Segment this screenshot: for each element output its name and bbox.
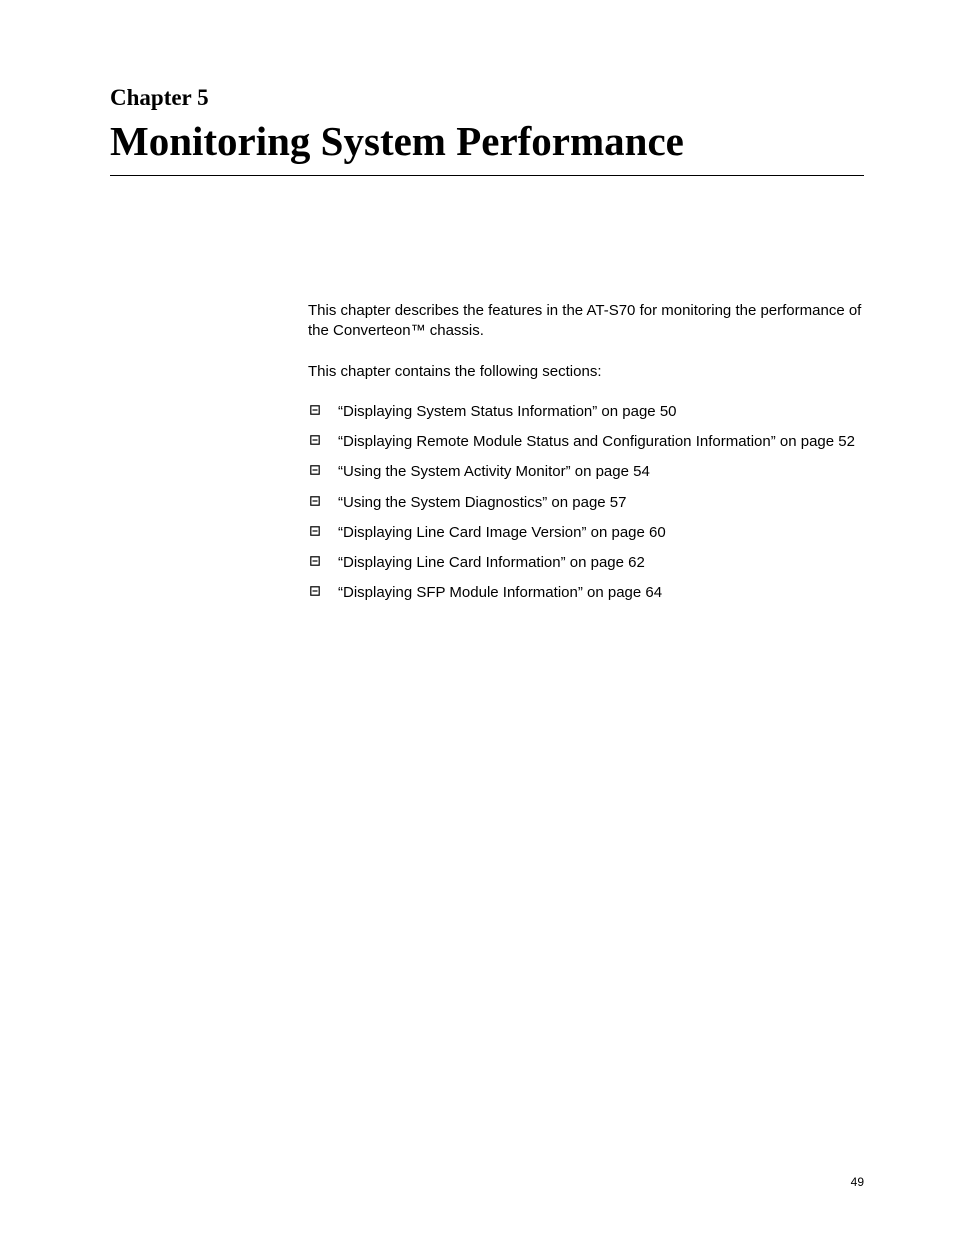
toc-item-text: “Displaying Line Card Information” on pa… [338, 554, 645, 571]
toc-item-text: “Using the System Activity Monitor” on p… [338, 463, 650, 480]
toc-item-text: “Displaying System Status Information” o… [338, 403, 677, 420]
toc-item: “Displaying System Status Information” o… [308, 402, 864, 422]
chapter-title: Monitoring System Performance [110, 117, 864, 165]
intro-paragraph-2: This chapter contains the following sect… [308, 362, 864, 382]
toc-list: “Displaying System Status Information” o… [308, 402, 864, 604]
square-bullet-icon [310, 556, 320, 566]
chapter-label: Chapter 5 [110, 85, 864, 111]
toc-item: “Displaying Line Card Image Version” on … [308, 523, 864, 543]
toc-item-text: “Displaying Line Card Image Version” on … [338, 524, 666, 541]
body-content: This chapter describes the features in t… [308, 301, 864, 604]
toc-item: “Using the System Diagnostics” on page 5… [308, 493, 864, 513]
toc-item-text: “Displaying Remote Module Status and Con… [338, 433, 855, 450]
square-bullet-icon [310, 465, 320, 475]
toc-item: “Displaying SFP Module Information” on p… [308, 583, 864, 603]
square-bullet-icon [310, 586, 320, 596]
intro-paragraph-1: This chapter describes the features in t… [308, 301, 864, 342]
square-bullet-icon [310, 435, 320, 445]
document-page: Chapter 5 Monitoring System Performance … [0, 0, 954, 1235]
toc-item: “Displaying Line Card Information” on pa… [308, 553, 864, 573]
square-bullet-icon [310, 496, 320, 506]
page-number: 49 [851, 1175, 864, 1189]
toc-item-text: “Displaying SFP Module Information” on p… [338, 584, 662, 601]
square-bullet-icon [310, 526, 320, 536]
toc-item: “Displaying Remote Module Status and Con… [308, 432, 864, 452]
title-divider [110, 175, 864, 176]
square-bullet-icon [310, 405, 320, 415]
toc-item-text: “Using the System Diagnostics” on page 5… [338, 494, 626, 511]
toc-item: “Using the System Activity Monitor” on p… [308, 462, 864, 482]
